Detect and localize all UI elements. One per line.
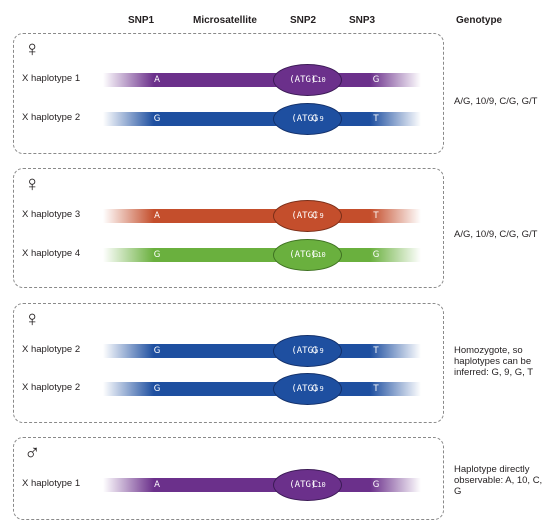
snp1-allele: A [154,480,160,490]
haplotype-bar: A (ATG) 10 C G [103,64,421,96]
male-symbol-icon: ♂ [24,440,41,465]
microsatellite-oval: (ATG) 9 [273,103,342,135]
individual-panel-3: ♀ X haplotype 2 G (ATG) 9 G T X haplotype… [13,303,444,423]
microsatellite-oval: (ATG) 9 [273,200,342,232]
snp3-allele: G [372,250,380,260]
individual-panel-4: ♂ X haplotype 1 A (ATG) 10 C G [13,437,444,520]
microsatellite-motif: (ATG) [289,480,317,490]
microsatellite-motif: (ATG) [289,250,317,260]
repeat-count: 10 [317,481,326,489]
microsatellite-oval: (ATG) 9 [273,373,342,405]
snp3-header: SNP3 [349,15,376,26]
snp2-header: SNP2 [290,15,317,26]
haplotype-label: X haplotype 4 [22,248,81,259]
snp3-allele: T [373,114,379,124]
snp2-allele: G [311,384,319,394]
repeat-count: 9 [319,212,324,220]
genotype-header: Genotype [456,15,503,26]
repeat-count: 9 [319,115,324,123]
microsatellite-motif: (ATG) [289,75,317,85]
repeat-count: 9 [319,347,324,355]
microsatellite-motif: (ATG) [291,346,319,356]
microsatellite-motif: (ATG) [291,211,319,221]
haplotype-label: X haplotype 2 [22,112,81,123]
snp1-allele: G [153,346,161,356]
snp1-allele: G [153,114,161,124]
female-symbol-icon: ♀ [24,36,41,61]
snp3-allele: G [372,480,380,490]
haplotype-bar: G (ATG) 9 G T [103,335,421,367]
snp3-allele: T [373,346,379,356]
microsatellite-oval: (ATG) 10 [273,469,342,501]
female-symbol-icon: ♀ [24,171,41,196]
haplotype-bar: G (ATG) 9 G T [103,103,421,135]
haplotype-label: X haplotype 2 [22,344,81,355]
genotype-text: Homozygote, so haplotypes can be inferre… [454,345,534,378]
individual-panel-2: ♀ X haplotype 3 A (ATG) 9 C T X haplotype… [13,168,444,288]
snp1-allele: G [153,250,161,260]
microsatellite-oval: (ATG) 10 [273,239,342,271]
haplotype-bar: G (ATG) 10 G G [103,239,421,271]
snp2-allele: C [312,75,318,85]
haplotype-label: X haplotype 1 [22,73,81,84]
snp3-allele: T [373,211,379,221]
snp2-allele: C [312,211,318,221]
snp2-allele: G [311,114,319,124]
genotype-text: A/G, 10/9, C/G, G/T [454,96,538,107]
haplotype-bar: A (ATG) 10 C G [103,469,421,501]
microsatellite-motif: (ATG) [291,114,319,124]
snp2-allele: G [311,250,319,260]
snp3-allele: T [373,384,379,394]
snp1-header: SNP1 [128,15,155,26]
female-symbol-icon: ♀ [24,306,41,331]
haplotype-label: X haplotype 2 [22,382,81,393]
haplotype-bar: G (ATG) 9 G T [103,373,421,405]
haplotype-label: X haplotype 1 [22,478,81,489]
snp3-allele: G [372,75,380,85]
haplotype-label: X haplotype 3 [22,209,81,220]
individual-panel-1: ♀ X haplotype 1 A (ATG) 10 C G X haplotyp… [13,33,444,154]
repeat-count: 10 [317,251,326,259]
snp1-allele: G [153,384,161,394]
repeat-count: 9 [319,385,324,393]
haplotype-bar: A (ATG) 9 C T [103,200,421,232]
microsatellite-header: Microsatellite [193,15,257,26]
snp1-allele: A [154,211,160,221]
snp1-allele: A [154,75,160,85]
microsatellite-motif: (ATG) [291,384,319,394]
repeat-count: 10 [317,76,326,84]
snp2-allele: G [311,346,319,356]
genotype-text: Haplotype directly observable: A, 10, C,… [454,464,543,497]
microsatellite-oval: (ATG) 9 [273,335,342,367]
snp2-allele: C [312,480,318,490]
genotype-text: A/G, 10/9, C/G, G/T [454,229,538,240]
microsatellite-oval: (ATG) 10 [273,64,342,96]
